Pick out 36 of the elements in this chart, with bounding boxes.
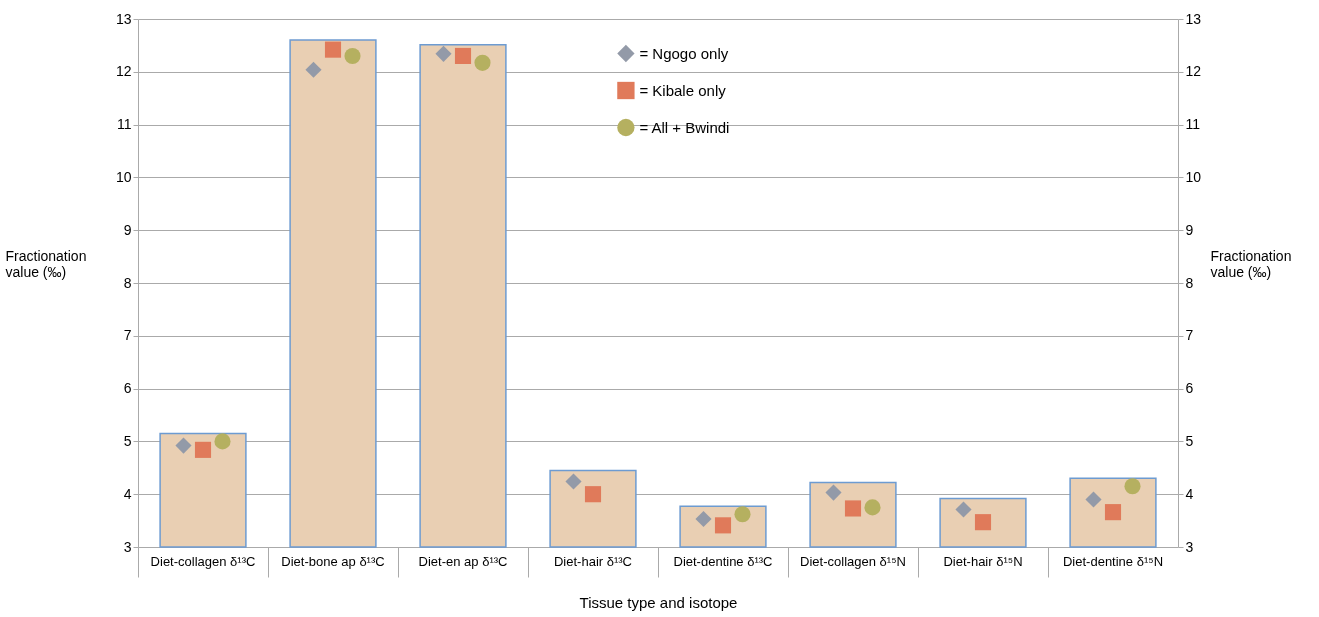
y2-tick-label: 12 xyxy=(1185,63,1202,80)
y-tick-label: 11 xyxy=(116,116,132,133)
y2-tick-label: 9 xyxy=(1185,221,1194,238)
y2-tick-label: 13 xyxy=(1185,10,1202,27)
x-tick-label: Diet-dentine δ¹⁵N xyxy=(1062,553,1164,569)
x-tick-label: Diet-dentine δ¹³C xyxy=(673,553,773,569)
y-tick-label: 4 xyxy=(123,485,132,502)
y2-tick-label: 4 xyxy=(1185,485,1194,502)
y-tick-label: 13 xyxy=(115,10,132,27)
y-tick-label: 3 xyxy=(123,538,132,555)
x-tick-label: Diet-collagen δ¹⁵N xyxy=(800,553,906,569)
y2-tick-label: 11 xyxy=(1185,116,1201,133)
y-tick-label: 10 xyxy=(115,168,132,185)
y-tick-label: 12 xyxy=(115,63,132,80)
legend-label: = Kibale only xyxy=(639,81,727,99)
y2-tick-label: 8 xyxy=(1185,274,1194,291)
y2-tick-label: 3 xyxy=(1185,538,1194,555)
y-tick-label: 6 xyxy=(123,380,132,397)
y2-tick-label: 6 xyxy=(1185,380,1194,397)
y2-axis-title: Fractionation value (‰) xyxy=(1210,247,1292,280)
y-tick-label: 9 xyxy=(123,221,132,238)
x-tick-label: Diet-hair δ¹³C xyxy=(553,553,633,569)
y2-tick-label: 10 xyxy=(1185,168,1202,185)
x-tick-label: Diet-collagen δ¹³C xyxy=(150,553,256,569)
y-tick-label: 8 xyxy=(123,274,132,291)
y-tick-label: 5 xyxy=(123,432,132,449)
legend-label: = Ngogo only xyxy=(639,44,729,62)
x-tick-label: Diet-bone ap δ¹³C xyxy=(281,553,385,569)
x-axis-title: Tissue type and isotope xyxy=(579,594,738,611)
y2-tick-label: 7 xyxy=(1185,327,1194,344)
x-tick-label: Diet-en ap δ¹³C xyxy=(418,553,508,569)
x-tick-label: Diet-hair δ¹⁵N xyxy=(943,553,1023,569)
y-tick-label: 7 xyxy=(123,327,132,344)
y-axis-title: Fractionation value (‰) xyxy=(5,247,87,280)
legend-label: = All + Bwindi xyxy=(639,118,730,136)
y2-tick-label: 5 xyxy=(1185,432,1194,449)
